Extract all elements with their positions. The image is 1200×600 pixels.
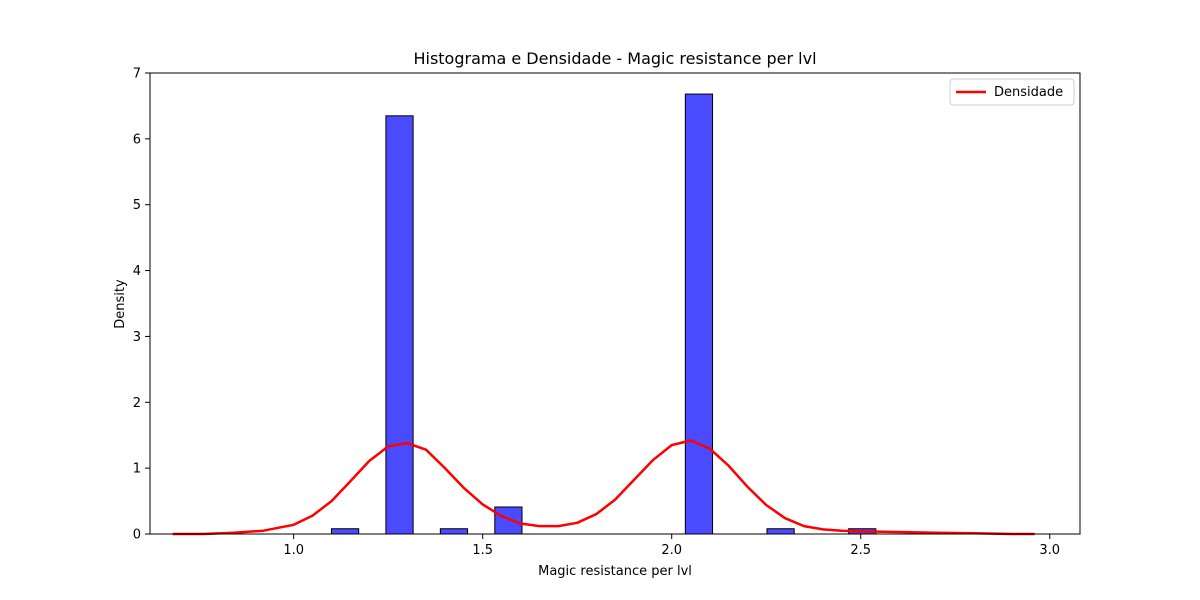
x-axis-label: Magic resistance per lvl xyxy=(538,564,692,579)
histogram-bar-1 xyxy=(385,115,414,535)
y-axis-label: Density xyxy=(113,279,128,329)
x-tick-label-3: 2.5 xyxy=(850,543,871,558)
histogram-bar-2 xyxy=(439,528,469,535)
legend-box xyxy=(949,78,1075,106)
x-axis-ticks: 1.0 1.5 2.0 2.5 3.0 xyxy=(283,534,1060,558)
x-tick-label-2: 2.0 xyxy=(661,543,682,558)
plot-area-frame xyxy=(149,72,1081,535)
y-tick-label-4: 4 xyxy=(133,264,141,279)
legend-label-densidade: Densidade xyxy=(994,85,1063,100)
y-tick-label-6: 6 xyxy=(133,132,141,147)
histogram-bar-5 xyxy=(766,528,795,535)
y-tick-label-7: 7 xyxy=(133,67,141,82)
density-curve-line xyxy=(172,439,1035,536)
histogram-bar-3 xyxy=(494,506,523,535)
y-tick-label-1: 1 xyxy=(133,462,141,477)
x-tick-label-4: 3.0 xyxy=(1039,543,1060,558)
y-tick-label-2: 2 xyxy=(133,396,141,411)
legend: Densidade xyxy=(949,78,1075,106)
histogram-bar-4 xyxy=(684,93,714,535)
y-tick-label-5: 5 xyxy=(133,198,141,213)
x-tick-label-0: 1.0 xyxy=(283,543,304,558)
density-curve-group xyxy=(172,439,1035,536)
histogram-bars xyxy=(330,93,877,535)
y-axis-ticks: 0 1 2 3 4 5 6 7 xyxy=(133,67,150,543)
y-tick-label-0: 0 xyxy=(133,528,141,543)
chart-title: Histograma e Densidade - Magic resistanc… xyxy=(413,49,816,68)
x-tick-label-1: 1.5 xyxy=(472,543,493,558)
y-tick-label-3: 3 xyxy=(133,330,141,345)
histogram-bar-0 xyxy=(330,528,360,535)
